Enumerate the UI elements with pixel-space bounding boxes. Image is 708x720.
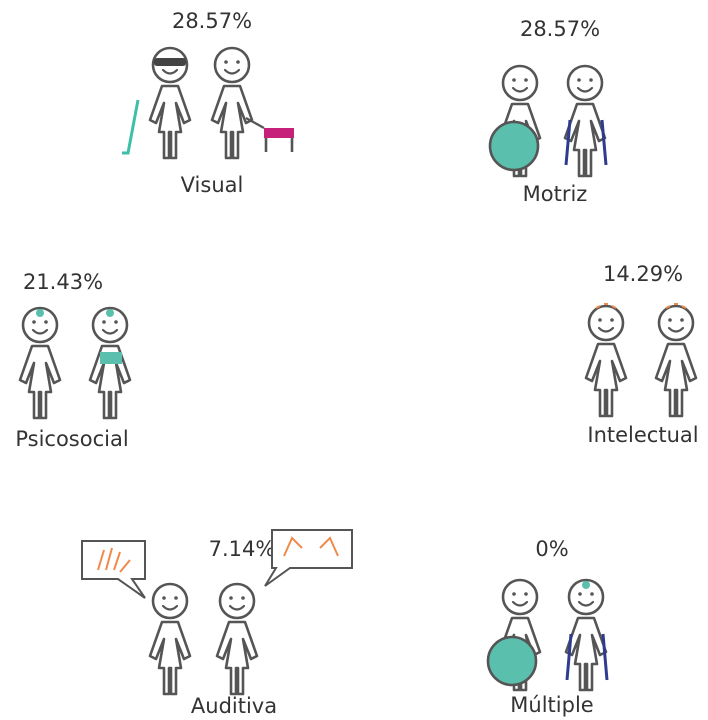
- percent: 0%: [535, 537, 568, 561]
- percent: 7.14%: [209, 537, 276, 561]
- thought-dots: [665, 303, 687, 309]
- person-icon: [215, 582, 259, 696]
- wheelchair: [488, 120, 540, 172]
- group-multiple: 0% Múltiple: [486, 537, 609, 717]
- percent: 28.57%: [172, 9, 252, 33]
- mind-symbol: [582, 581, 590, 589]
- percent: 28.57%: [520, 17, 600, 41]
- thought-dots: [595, 303, 617, 309]
- dog-legs: [264, 138, 294, 152]
- crutches: [564, 119, 608, 166]
- group-intelectual: 14.29% Intelectual: [584, 262, 699, 447]
- label: Auditiva: [191, 694, 277, 718]
- label: Visual: [181, 173, 244, 197]
- group-auditiva: 7.14% Auditiva: [81, 529, 353, 718]
- label: Psicosocial: [15, 427, 128, 451]
- speech-bubble: [264, 529, 353, 587]
- person-icon: [584, 304, 628, 418]
- group-motriz: 28.57% Motriz: [488, 17, 608, 206]
- person-icon: [148, 582, 192, 696]
- leash: [245, 117, 265, 129]
- percent: 21.43%: [23, 270, 103, 294]
- guide-dog: [264, 128, 294, 138]
- sunglasses: [154, 58, 186, 66]
- percent: 14.29%: [603, 262, 683, 286]
- label: Motriz: [523, 182, 588, 206]
- mind-symbol: [106, 309, 114, 317]
- sign-hand: [97, 547, 131, 573]
- person-icon: [210, 46, 254, 160]
- sign-hands: [283, 536, 339, 557]
- group-psicosocial: 21.43% Psicosocial: [15, 270, 132, 451]
- cane: [122, 99, 140, 155]
- person-icon: [18, 306, 62, 420]
- book: [100, 352, 122, 364]
- crutches: [565, 633, 609, 681]
- group-visual: 28.57% Visual: [122, 9, 294, 197]
- label: Intelectual: [587, 423, 698, 447]
- label: Múltiple: [510, 693, 593, 717]
- person-icon: [654, 304, 698, 418]
- wheelchair: [486, 635, 538, 687]
- mind-symbol: [36, 309, 44, 317]
